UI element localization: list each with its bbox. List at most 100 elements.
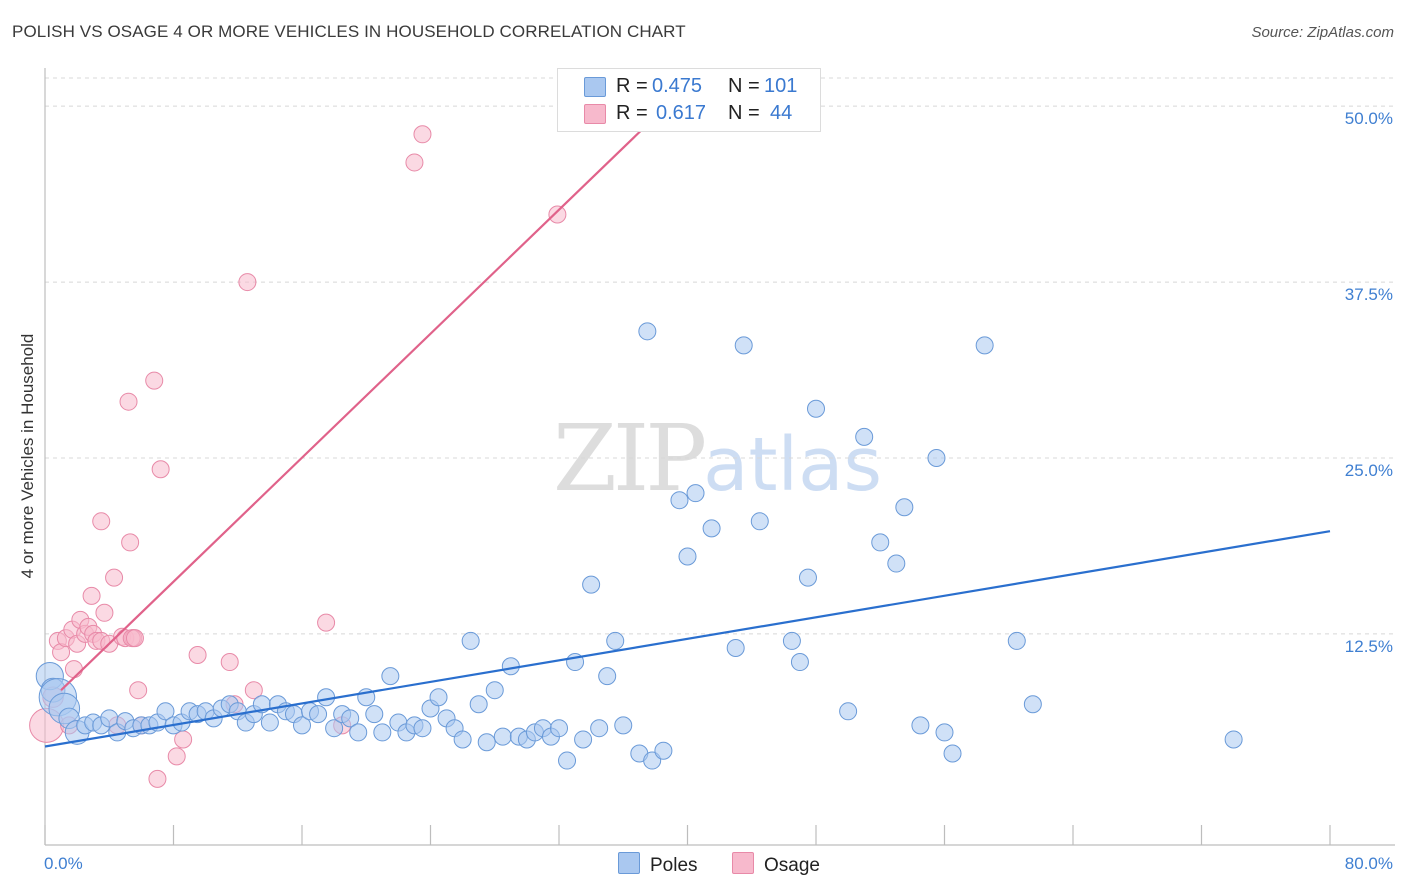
poles-point xyxy=(1224,730,1243,749)
legend-r-value: 0.617 xyxy=(656,102,707,124)
poles-point xyxy=(606,631,625,650)
poles-point xyxy=(574,730,593,749)
poles-point xyxy=(782,631,801,650)
chart-title: POLISH VS OSAGE 4 OR MORE VEHICLES IN HO… xyxy=(12,22,686,41)
poles-point xyxy=(413,719,432,738)
legend-n-label: N = xyxy=(728,102,760,124)
poles-point xyxy=(839,702,858,721)
poles-point xyxy=(477,733,496,752)
x-tick-label: 0.0% xyxy=(44,854,83,873)
poles-point xyxy=(911,716,930,735)
osage-point xyxy=(64,660,83,679)
poles-point xyxy=(317,688,336,707)
poles-point xyxy=(485,681,504,700)
osage-point xyxy=(145,371,164,390)
poles-point xyxy=(349,723,368,742)
osage-point xyxy=(317,613,336,632)
poles-legend-label: Poles xyxy=(650,855,698,876)
poles-point xyxy=(1023,695,1042,714)
osage-point xyxy=(167,747,186,766)
legend-r-label: R = xyxy=(616,75,648,97)
poles-point xyxy=(501,657,520,676)
osage-trend-line xyxy=(60,77,697,691)
poles-point xyxy=(887,554,906,573)
osage-point xyxy=(82,586,101,605)
poles-point xyxy=(453,730,472,749)
poles-trend-line xyxy=(44,530,1331,748)
poles-point xyxy=(943,744,962,763)
poles-point xyxy=(598,667,617,686)
poles-point xyxy=(895,498,914,517)
osage-point xyxy=(548,205,567,224)
watermark-atlas: atlas xyxy=(703,422,882,508)
osage-point xyxy=(92,512,111,531)
poles-point xyxy=(590,719,609,738)
osage-series xyxy=(29,125,567,788)
poles-point xyxy=(260,713,279,732)
legend-item-osage: Osage xyxy=(732,852,820,877)
osage-point xyxy=(95,603,114,622)
poles-point xyxy=(686,484,705,503)
poles-point xyxy=(373,723,392,742)
legend-r-label: R = xyxy=(616,102,648,124)
source-label: Source: ZipAtlas.com xyxy=(1251,24,1394,41)
poles-point xyxy=(927,448,946,467)
poles-point xyxy=(702,519,721,538)
poles-series xyxy=(35,322,1243,770)
osage-point xyxy=(151,460,170,479)
poles-point xyxy=(670,491,689,510)
poles-point xyxy=(469,695,488,714)
legend-n-label: N = xyxy=(728,75,760,97)
poles-point xyxy=(309,705,328,724)
legend-n-value: 101 xyxy=(764,75,798,97)
y-tick-label: 12.5% xyxy=(1345,637,1393,656)
poles-point xyxy=(638,322,657,341)
x-tick-label: 80.0% xyxy=(1345,854,1393,873)
osage-swatch xyxy=(584,104,606,124)
y-tick-label: 25.0% xyxy=(1345,461,1393,480)
poles-point xyxy=(935,723,954,742)
osage-point xyxy=(220,653,239,672)
legend-r-value: 0.475 xyxy=(652,75,703,97)
poles-point xyxy=(582,575,601,594)
poles-point xyxy=(726,638,745,657)
poles-point xyxy=(790,653,809,672)
osage-point xyxy=(405,153,424,172)
poles-point xyxy=(1007,631,1026,650)
poles-point xyxy=(807,399,825,418)
poles-point xyxy=(734,336,753,355)
trend-lines xyxy=(44,77,1331,748)
poles-point xyxy=(365,705,384,724)
poles-point xyxy=(614,716,633,735)
legend-item-poles: Poles xyxy=(618,852,698,877)
osage-point xyxy=(188,646,207,665)
osage-point xyxy=(148,769,167,788)
poles-point xyxy=(550,719,568,738)
correlation-legend: R = 0.475 N = 101 R = 0.617 N = 44 xyxy=(557,68,821,132)
poles-point xyxy=(678,547,697,566)
poles-point xyxy=(654,741,673,760)
osage-legend-swatch xyxy=(732,852,754,874)
poles-point xyxy=(798,568,817,587)
poles-point xyxy=(293,716,311,735)
y-tick-label: 37.5% xyxy=(1345,285,1393,304)
legend-n-value: 44 xyxy=(770,102,793,124)
poles-point xyxy=(325,719,344,738)
osage-point xyxy=(119,392,138,411)
y-tick-label: 50.0% xyxy=(1345,109,1393,128)
poles-point xyxy=(975,336,994,355)
osage-point xyxy=(105,568,124,587)
osage-point xyxy=(244,681,263,700)
poles-swatch xyxy=(584,77,606,97)
poles-point xyxy=(558,751,577,770)
poles-point xyxy=(871,533,890,552)
poles-point xyxy=(341,709,360,728)
poles-point xyxy=(750,512,769,531)
osage-point xyxy=(238,273,257,292)
gridlines xyxy=(45,77,1395,635)
osage-legend-label: Osage xyxy=(764,855,820,876)
poles-point xyxy=(461,631,480,650)
poles-point xyxy=(381,667,400,686)
poles-point xyxy=(855,427,874,446)
